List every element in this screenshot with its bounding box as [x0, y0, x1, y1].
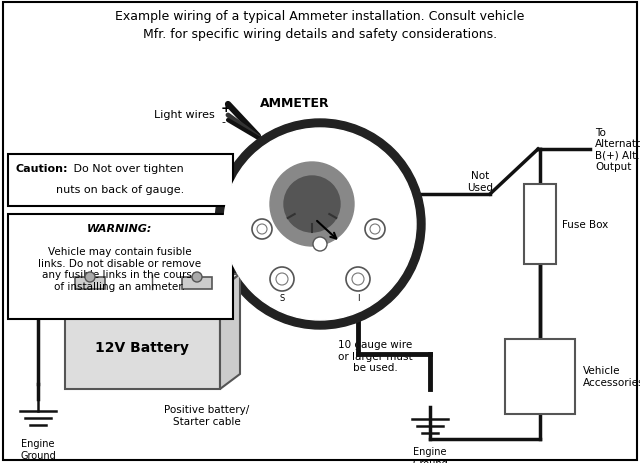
FancyBboxPatch shape [505, 339, 575, 414]
Text: −: − [82, 249, 98, 268]
Text: AMMETER: AMMETER [260, 97, 330, 110]
Circle shape [313, 238, 327, 251]
Circle shape [370, 225, 380, 234]
Text: To
Alternator
B(+) Alt.
Output: To Alternator B(+) Alt. Output [595, 127, 640, 172]
Circle shape [252, 219, 272, 239]
Text: Caution:: Caution: [16, 163, 68, 174]
Text: Not
Used: Not Used [467, 171, 493, 193]
Circle shape [270, 163, 354, 246]
Text: S: S [280, 294, 285, 302]
FancyBboxPatch shape [75, 277, 105, 289]
Text: +: + [189, 249, 205, 268]
FancyBboxPatch shape [524, 185, 556, 264]
Circle shape [215, 120, 425, 329]
Text: Mfr. for specific wiring details and safety considerations.: Mfr. for specific wiring details and saf… [143, 28, 497, 41]
Text: +: + [221, 101, 232, 114]
FancyBboxPatch shape [8, 214, 233, 319]
Text: Vehicle
Accessories: Vehicle Accessories [583, 365, 640, 387]
Circle shape [270, 268, 294, 291]
Circle shape [192, 272, 202, 282]
Circle shape [365, 219, 385, 239]
Circle shape [257, 225, 267, 234]
Text: Do Not over tighten: Do Not over tighten [70, 163, 184, 174]
Circle shape [284, 176, 340, 232]
FancyBboxPatch shape [182, 277, 212, 289]
Polygon shape [220, 275, 240, 389]
Text: Fuse Box: Fuse Box [562, 219, 608, 230]
Text: 12V Battery: 12V Battery [95, 340, 189, 354]
Text: Engine
Ground: Engine Ground [20, 438, 56, 460]
Text: nuts on back of gauge.: nuts on back of gauge. [56, 185, 184, 194]
Text: Positive battery/
Starter cable: Positive battery/ Starter cable [164, 404, 250, 425]
Text: 10 gauge wire
or larger must
be used.: 10 gauge wire or larger must be used. [338, 339, 412, 372]
FancyBboxPatch shape [8, 155, 233, 206]
Circle shape [276, 274, 288, 285]
Text: Engine
Ground: Engine Ground [412, 446, 448, 463]
Circle shape [85, 272, 95, 282]
Circle shape [346, 268, 370, 291]
FancyBboxPatch shape [65, 289, 220, 389]
Text: Vehicle may contain fusible
links. Do not disable or remove
any fusible links in: Vehicle may contain fusible links. Do no… [38, 246, 202, 291]
Text: WARNING:: WARNING: [87, 224, 153, 233]
Polygon shape [65, 275, 240, 289]
Text: Example wiring of a typical Ammeter installation. Consult vehicle: Example wiring of a typical Ammeter inst… [115, 10, 525, 23]
Circle shape [352, 274, 364, 285]
Circle shape [224, 129, 416, 320]
Text: -: - [221, 117, 225, 127]
Text: I: I [356, 294, 359, 302]
Text: Light wires: Light wires [154, 110, 215, 120]
